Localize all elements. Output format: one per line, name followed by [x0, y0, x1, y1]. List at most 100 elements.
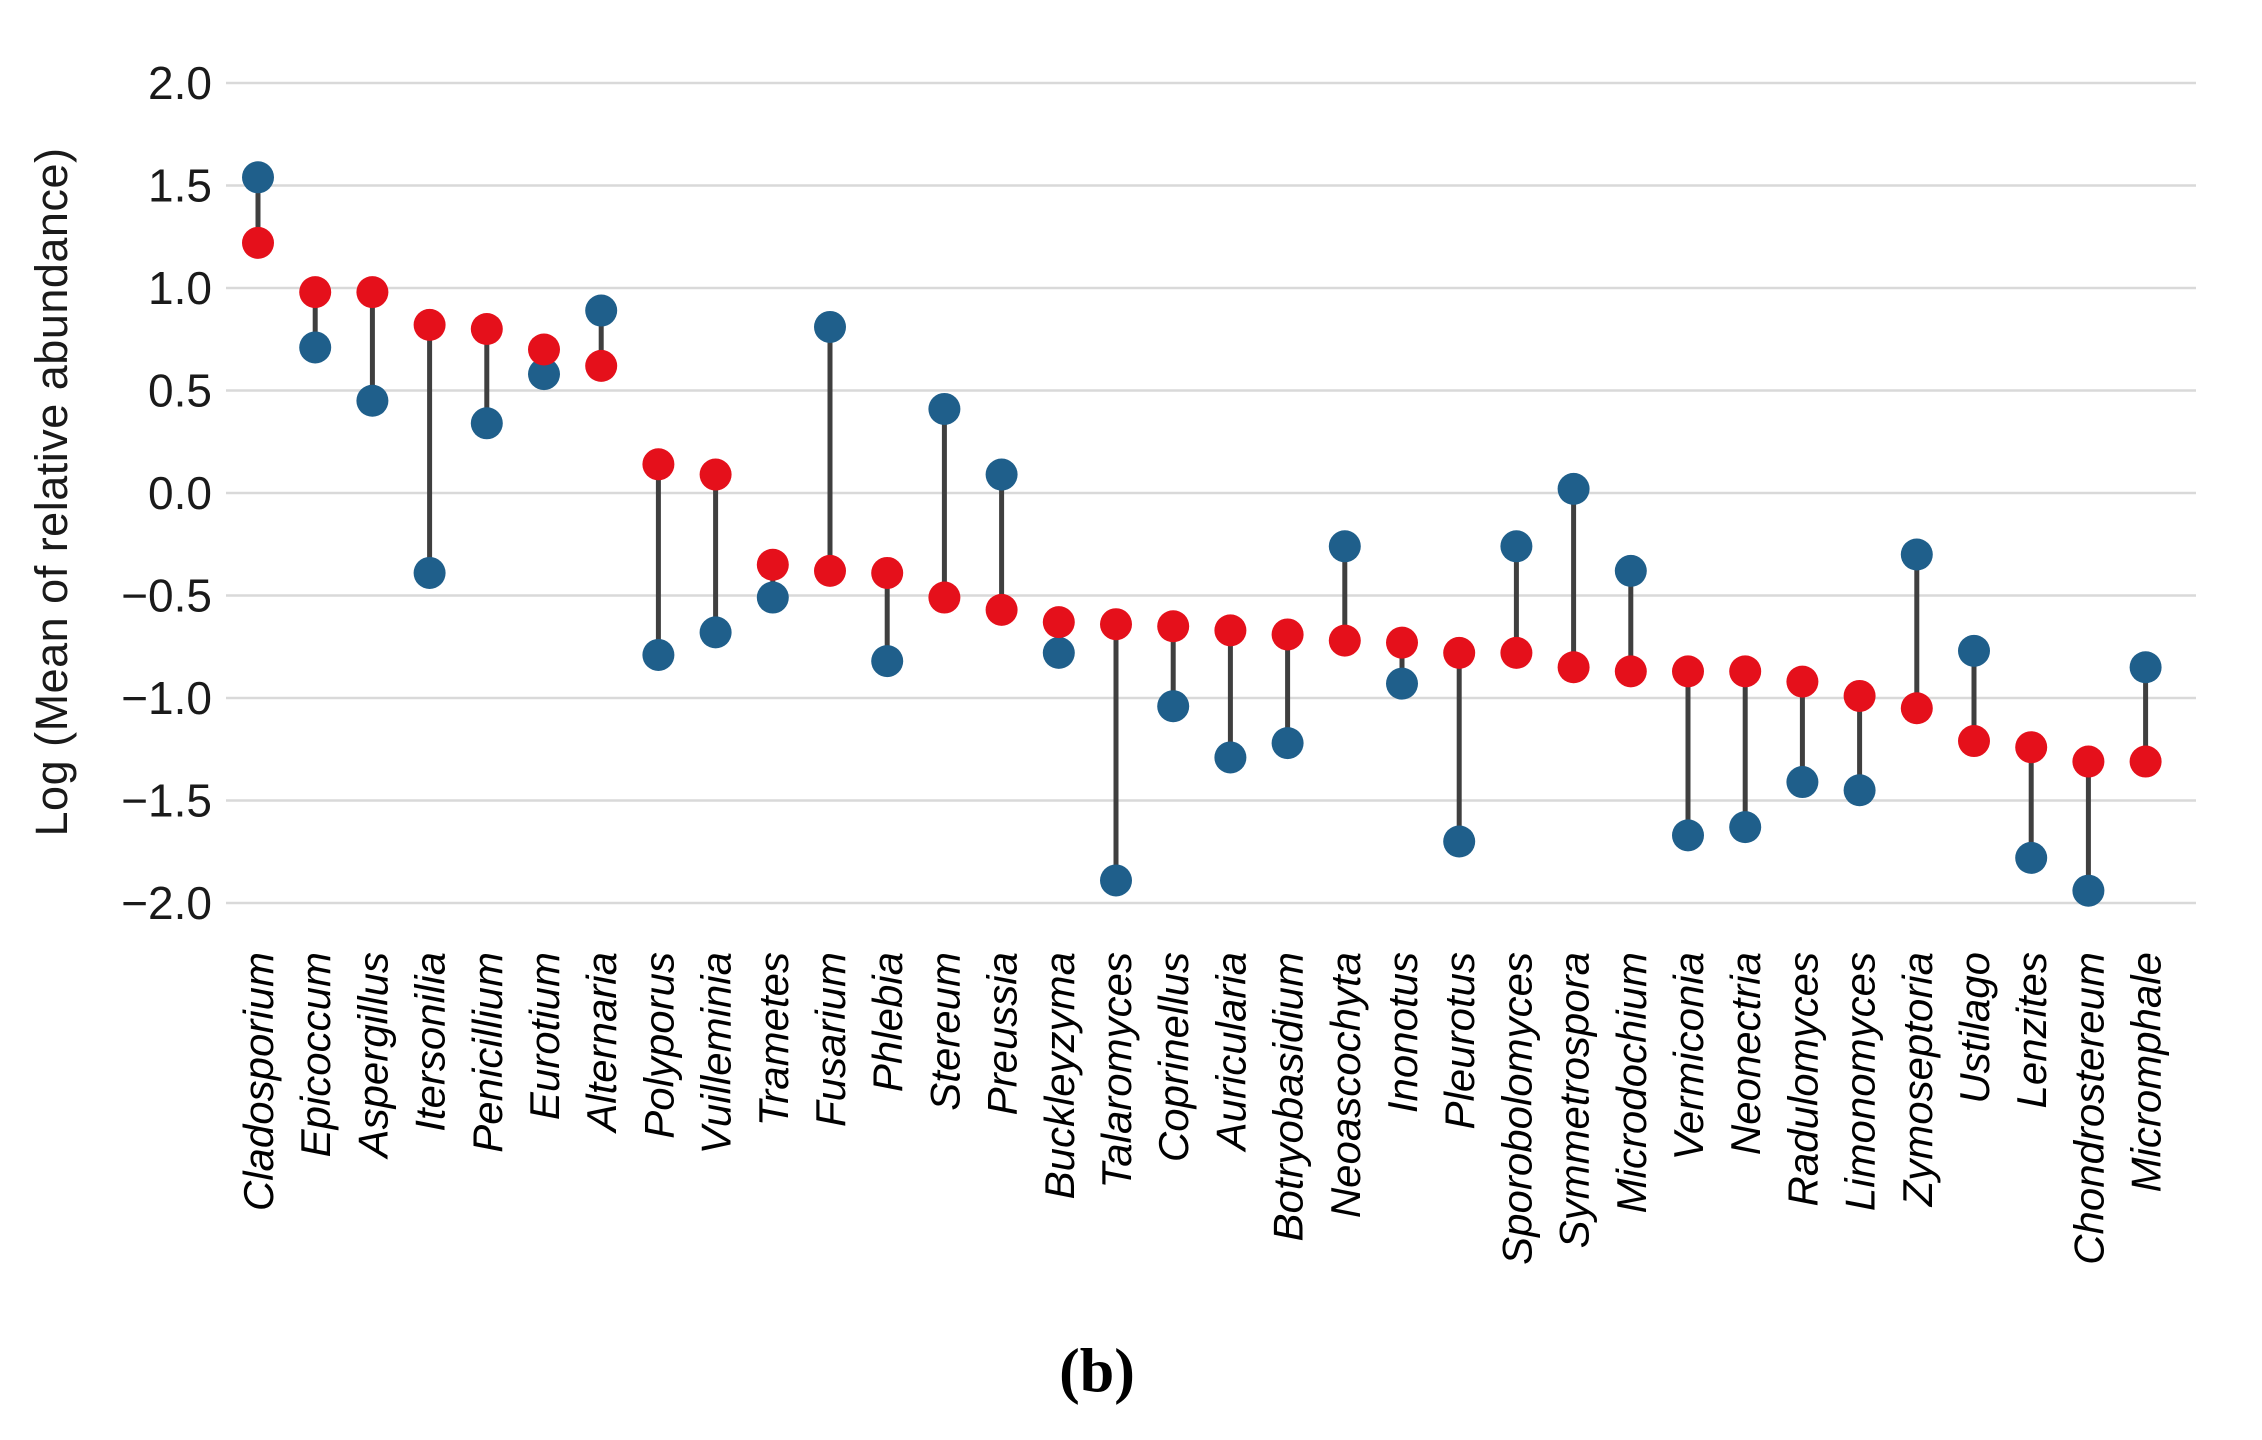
- dot-blue-microdochium: [1614, 554, 1647, 587]
- dot-red-vermiconia: [1672, 655, 1704, 688]
- dot-red-buckleyzyma: [1042, 606, 1075, 639]
- dot-blue-limonomyces: [1843, 774, 1876, 807]
- y-tick-label: −2.0: [121, 877, 212, 929]
- dot-blue-talaromyces: [1100, 864, 1132, 897]
- x-category-label: Neonectria: [1722, 952, 1769, 1155]
- dot-blue-trametes: [756, 581, 789, 614]
- figure-caption: (b): [1059, 1337, 1135, 1406]
- dot-blue-phlebia: [871, 645, 904, 678]
- dot-blue-pleurotus: [1443, 825, 1476, 858]
- dot-red-talaromyces: [1100, 608, 1132, 641]
- dot-red-ustilago: [1958, 725, 1990, 758]
- x-category-label: Microdochium: [1608, 952, 1655, 1213]
- x-category-label: Radulomyces: [1779, 952, 1826, 1206]
- dot-red-chondrostereum: [2072, 745, 2105, 778]
- x-category-label: Zymoseptoria: [1894, 952, 1941, 1207]
- x-category-label: Penicillium: [464, 952, 511, 1153]
- dot-blue-ustilago: [1958, 634, 1990, 667]
- dot-red-lenzites: [2015, 731, 2048, 764]
- y-tick-label: 0.5: [148, 365, 212, 417]
- dot-red-eurotium: [528, 333, 560, 366]
- x-category-label: Inonotus: [1379, 952, 1426, 1113]
- x-category-label: Sporobolomyces: [1493, 952, 1540, 1265]
- x-category-label: Symmetrospora: [1551, 952, 1598, 1248]
- dot-red-epicoccum: [299, 276, 332, 309]
- dot-red-microdochium: [1614, 655, 1647, 688]
- y-tick-label: 1.0: [148, 262, 212, 314]
- dot-blue-radulomyces: [1786, 766, 1819, 799]
- y-tick-label: −0.5: [121, 570, 212, 622]
- dot-red-cladosporium: [242, 226, 274, 259]
- x-category-label: Limonomyces: [1837, 952, 1884, 1211]
- dot-red-stereum: [928, 581, 961, 614]
- dot-red-neoascochyta: [1328, 624, 1361, 657]
- dot-red-fusarium: [814, 554, 846, 587]
- dot-blue-sporobolomyces: [1500, 530, 1533, 563]
- dot-red-alternaria: [585, 349, 618, 382]
- dot-blue-neonectria: [1729, 811, 1762, 844]
- x-category-label: Vuilleminia: [693, 952, 740, 1154]
- x-category-label: Auricularia: [1207, 952, 1254, 1153]
- dot-blue-vermiconia: [1672, 819, 1704, 852]
- dot-blue-chondrostereum: [2072, 874, 2105, 907]
- dot-blue-penicillium: [470, 407, 503, 440]
- x-category-label: Itersonilia: [407, 952, 454, 1132]
- x-category-label: Neoascochyta: [1322, 952, 1369, 1218]
- dot-blue-auricularia: [1214, 741, 1247, 774]
- dot-red-zymoseptoria: [1900, 692, 1933, 725]
- x-category-label: Fusarium: [807, 952, 854, 1127]
- dot-blue-neoascochyta: [1328, 530, 1361, 563]
- dot-red-pleurotus: [1443, 636, 1476, 669]
- x-category-label: Preussia: [979, 952, 1026, 1115]
- dot-blue-botryobasidium: [1271, 727, 1304, 760]
- y-tick-label: 1.5: [148, 160, 212, 212]
- dot-red-aspergillus: [356, 276, 389, 309]
- dot-red-auricularia: [1214, 614, 1247, 647]
- x-category-label: Micromphale: [2123, 952, 2170, 1192]
- dot-red-radulomyces: [1786, 665, 1819, 698]
- x-category-label: Eurotium: [521, 952, 568, 1120]
- dot-red-phlebia: [871, 556, 904, 589]
- dot-blue-alternaria: [585, 294, 618, 327]
- dot-blue-inonotus: [1386, 667, 1418, 700]
- x-category-label: Alternaria: [578, 952, 625, 1135]
- dot-red-preussia: [985, 593, 1018, 626]
- y-tick-label: 2.0: [148, 57, 212, 109]
- dot-red-neonectria: [1729, 655, 1762, 688]
- x-category-label: Vermiconia: [1665, 952, 1712, 1161]
- dot-red-inonotus: [1386, 626, 1418, 659]
- x-category-label: Buckleyzyma: [1036, 952, 1083, 1199]
- dot-red-micromphale: [2129, 745, 2162, 778]
- dot-blue-zymoseptoria: [1900, 538, 1933, 571]
- dot-red-vuilleminia: [699, 458, 732, 491]
- dot-red-limonomyces: [1843, 679, 1876, 712]
- dot-blue-vuilleminia: [699, 616, 732, 649]
- dot-red-itersonilia: [413, 308, 446, 341]
- dot-blue-itersonilia: [413, 556, 446, 589]
- x-category-label: Coprinellus: [1150, 952, 1197, 1162]
- dot-blue-symmetrospora: [1557, 472, 1590, 505]
- y-tick-label: 0.0: [148, 467, 212, 519]
- x-category-label: Epicoccum: [292, 952, 339, 1157]
- dot-blue-micromphale: [2129, 651, 2162, 684]
- x-category-label: Talaromyces: [1093, 952, 1140, 1189]
- dot-blue-coprinellus: [1157, 690, 1190, 723]
- x-category-label: Phlebia: [864, 952, 911, 1092]
- dot-blue-buckleyzyma: [1042, 636, 1075, 669]
- x-category-label: Pleurotus: [1436, 952, 1483, 1129]
- dot-blue-cladosporium: [242, 161, 274, 194]
- dot-red-penicillium: [470, 313, 503, 345]
- dot-blue-aspergillus: [356, 384, 389, 417]
- x-category-label: Lenzites: [2008, 952, 2055, 1108]
- dot-blue-lenzites: [2015, 841, 2048, 874]
- x-category-label: Stereum: [921, 952, 968, 1111]
- dot-blue-epicoccum: [299, 331, 332, 364]
- dot-red-coprinellus: [1157, 610, 1190, 643]
- x-category-label: Chondrostereum: [2065, 952, 2112, 1265]
- x-category-label: Aspergillus: [349, 952, 396, 1160]
- dot-red-botryobasidium: [1271, 618, 1304, 651]
- dot-blue-eurotium: [528, 358, 560, 391]
- x-category-label: Polyporus: [635, 952, 682, 1139]
